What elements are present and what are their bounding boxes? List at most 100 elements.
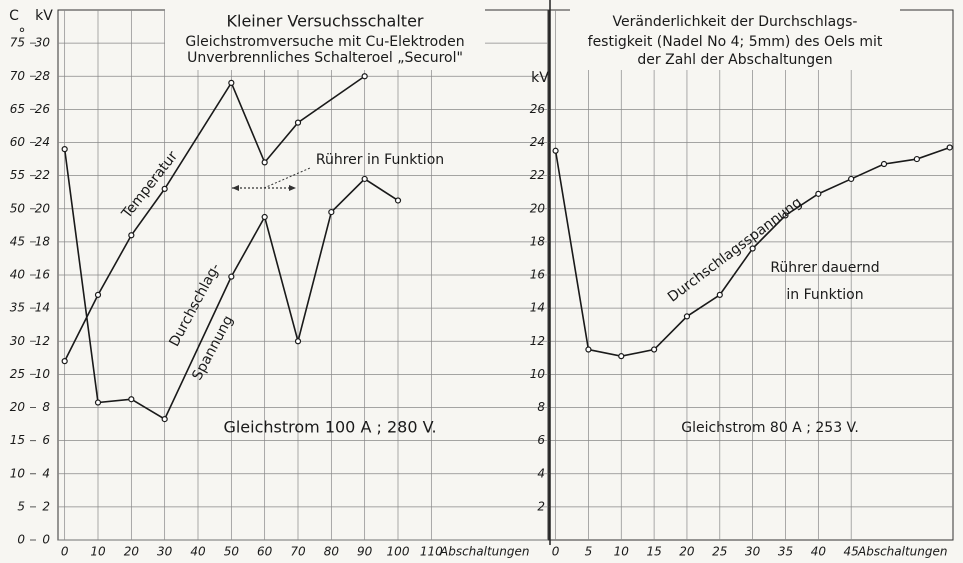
y-tick-label: 16: [530, 268, 546, 282]
point: [161, 185, 168, 192]
chart-title: Veränderlichkeit der Durchschlags-: [613, 14, 858, 30]
x-tick-label: 25: [712, 545, 727, 559]
series-line: [63, 75, 366, 362]
point: [716, 291, 723, 298]
x-tick-label: 50: [224, 545, 240, 559]
y2-tick-label: 22: [35, 168, 50, 182]
y-tick-label: 60: [10, 135, 26, 149]
point: [848, 175, 855, 183]
y-tick-label: 50: [10, 201, 26, 215]
y2-tick-label: 4: [42, 466, 50, 480]
y2-tick-label: 2: [42, 499, 50, 513]
x-tick-label: 60: [257, 545, 273, 559]
point: [913, 155, 920, 163]
y2-tick-label: 20: [35, 201, 51, 215]
x-tick-label: 40: [190, 545, 206, 559]
point: [161, 415, 168, 423]
x-tick-label: 100: [387, 545, 410, 559]
x-tick-label: 5: [585, 545, 593, 559]
title-box: [570, 8, 900, 70]
y-tick-label: 45: [10, 234, 25, 248]
point: [294, 338, 302, 345]
y-tick-label: 0: [17, 533, 25, 547]
y2-tick-label: 14: [35, 301, 50, 315]
annotation: Gleichstrom 100 A ; 280 V.: [223, 418, 436, 437]
y-tick-label: 70: [10, 69, 26, 83]
x-tick-label: 110: [420, 545, 443, 559]
point: [328, 208, 335, 216]
y2-tick-label: 8: [42, 400, 50, 414]
y-tick-label: 20: [530, 201, 546, 215]
chart-title: Gleichstromversuche mit Cu-Elektroden: [185, 34, 464, 50]
chart-title: Unverbrennliches Schalteroel „Securol": [187, 50, 463, 66]
x-tick-label: 30: [745, 545, 761, 559]
point: [94, 291, 102, 298]
y2-tick-label: 18: [35, 234, 51, 248]
y-tick-label: 35: [10, 301, 25, 315]
x-tick-label: 20: [679, 545, 695, 559]
point: [228, 273, 235, 280]
y-tick-label: 5: [17, 499, 25, 513]
y-tick-label: 15: [10, 433, 25, 447]
annotation: in Funktion: [786, 287, 863, 303]
y-tick-label: 65: [10, 102, 25, 116]
y-tick-label: 18: [530, 234, 546, 248]
x-tick-label: 0: [61, 545, 69, 559]
y-tick-label: 22: [530, 168, 545, 182]
x-tick-label: 30: [157, 545, 173, 559]
chart-title: festigkeit (Nadel No 4; 5mm) des Oels mi…: [588, 34, 883, 50]
leader: [263, 167, 311, 189]
chart-title: Kleiner Versuchsschalter: [227, 12, 424, 31]
y2-axis-label: kV: [35, 8, 53, 24]
arrow-head: [232, 185, 296, 191]
y-axis-label: °: [19, 26, 26, 42]
y-tick-label: 24: [530, 135, 545, 149]
y2-tick-label: 30: [35, 36, 51, 50]
point: [261, 213, 268, 221]
y2-tick-label: 6: [42, 433, 50, 447]
x-tick-label: 10: [90, 545, 106, 559]
point: [683, 313, 691, 320]
y-tick-label: 12: [530, 334, 545, 348]
annotation: Rührer dauernd: [770, 260, 879, 276]
point: [294, 119, 302, 126]
y-tick-label: 55: [10, 168, 25, 182]
x-tick-label: 70: [290, 545, 306, 559]
point: [61, 358, 68, 365]
point: [946, 144, 953, 151]
y-tick-label: 14: [530, 301, 545, 315]
chart-title: der Zahl der Abschaltungen: [637, 52, 832, 68]
annotation: Gleichstrom 80 A ; 253 V.: [681, 420, 859, 436]
series-line: [63, 149, 399, 421]
y2-tick-label: 26: [35, 102, 51, 116]
point: [228, 79, 235, 86]
y-tick-label: 40: [10, 268, 26, 282]
point: [394, 197, 402, 204]
y-tick-label: 4: [537, 466, 545, 480]
x-tick-label: 20: [124, 545, 140, 559]
y-tick-label: 20: [10, 400, 26, 414]
point: [361, 175, 368, 183]
y-tick-label: 8: [537, 400, 545, 414]
point: [61, 146, 68, 153]
title-box: [165, 8, 485, 70]
point: [749, 245, 756, 252]
y-tick-label: 10: [530, 367, 546, 381]
point: [261, 159, 268, 166]
x-tick-label: 15: [646, 545, 661, 559]
point: [94, 399, 102, 406]
y2-tick-label: 10: [35, 367, 51, 381]
point: [361, 73, 368, 80]
y2-tick-label: 12: [35, 334, 50, 348]
y-tick-label: 10: [10, 466, 26, 480]
point: [880, 160, 888, 168]
point: [585, 346, 592, 353]
point: [651, 346, 658, 353]
annotation: Rührer in Funktion: [316, 152, 444, 168]
y-axis-label: kV: [531, 70, 549, 86]
x-tick-label: 0: [552, 545, 560, 559]
x-tick-label: 40: [811, 545, 827, 559]
y-tick-label: 6: [537, 433, 545, 447]
